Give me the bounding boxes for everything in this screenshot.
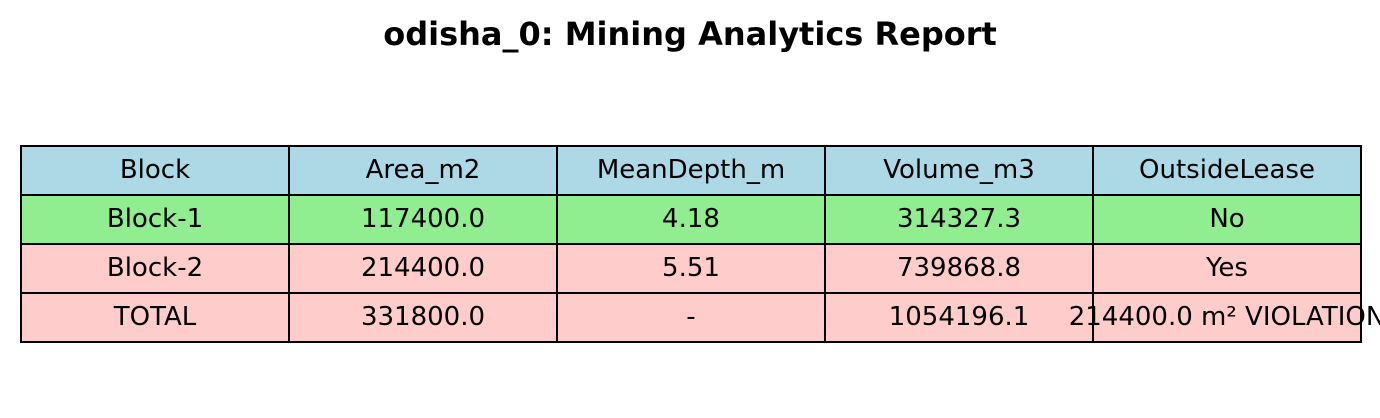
table-cell: - — [556, 292, 826, 343]
header-cell-text: MeanDepth_m — [596, 154, 786, 185]
header-cell: Volume_m3 — [824, 145, 1094, 196]
table-cell: Block-1 — [20, 194, 290, 245]
report-title: odisha_0: Mining Analytics Report — [383, 15, 997, 53]
table-cell: 117400.0 — [288, 194, 558, 245]
table-cell: TOTAL — [20, 292, 290, 343]
table-cell: 739868.8 — [824, 243, 1094, 294]
header-cell: Area_m2 — [288, 145, 558, 196]
table-cell-text: 314327.3 — [896, 203, 1022, 234]
header-cell-text: Area_m2 — [365, 154, 481, 185]
header-cell-text: OutsideLease — [1139, 154, 1315, 185]
table-cell-text: 214400.0 m² VIOLATION — [1068, 301, 1380, 332]
table-cell: 331800.0 — [288, 292, 558, 343]
table-cell-text: Yes — [1206, 252, 1248, 283]
table-cell: 214400.0 m² VIOLATION — [1069, 292, 1380, 343]
header-cell-text: Volume_m3 — [883, 154, 1035, 185]
table-cell-text: 1054196.1 — [888, 301, 1030, 332]
analytics-table: Block Area_m2 MeanDepth_m Volume_m3 OutsideL… — [20, 145, 1380, 343]
table-cell-text: - — [686, 301, 696, 332]
table-cell-text: TOTAL — [113, 301, 197, 332]
table-cell-text: 117400.0 — [360, 203, 486, 234]
header-cell: Block — [20, 145, 290, 196]
table-cell: Yes — [1092, 243, 1362, 294]
table-cell-text: 739868.8 — [896, 252, 1022, 283]
table-cell: Block-2 — [20, 243, 290, 294]
table-cell: 214400.0 — [288, 243, 558, 294]
table-cell: 1054196.1 — [824, 292, 1094, 343]
table-cell-text: 5.51 — [662, 252, 720, 283]
table-cell: No — [1092, 194, 1362, 245]
header-cell-text: Block — [119, 154, 191, 185]
table-cell: 4.18 — [556, 194, 826, 245]
table-cell-text: Block-2 — [106, 252, 204, 283]
header-cell: MeanDepth_m — [556, 145, 826, 196]
table-cell-text: 214400.0 — [360, 252, 486, 283]
table-cell: 5.51 — [556, 243, 826, 294]
header-cell: OutsideLease — [1092, 145, 1362, 196]
table-cell-text: No — [1209, 203, 1245, 234]
table-cell: 314327.3 — [824, 194, 1094, 245]
table-cell-text: 4.18 — [662, 203, 720, 234]
table-cell-text: 331800.0 — [360, 301, 486, 332]
table-cell-text: Block-1 — [106, 203, 204, 234]
